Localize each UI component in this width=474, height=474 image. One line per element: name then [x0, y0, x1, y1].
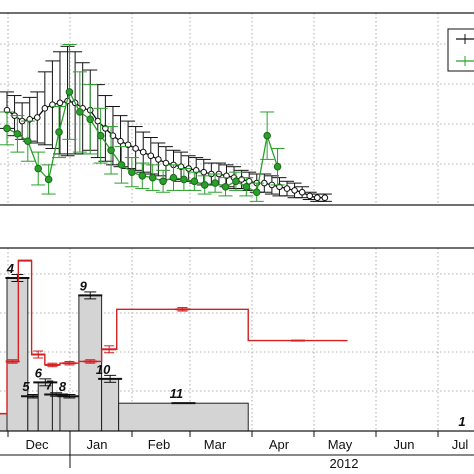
period-label-10: 10 — [96, 362, 111, 377]
bar-rect — [51, 393, 61, 432]
data-point — [56, 99, 64, 107]
period-label-5: 5 — [22, 379, 30, 394]
legend-box — [447, 28, 474, 72]
data-point — [180, 175, 188, 184]
data-point — [55, 128, 63, 136]
bar-rect — [118, 402, 249, 432]
bar-rect — [6, 277, 29, 432]
data-point — [147, 152, 155, 160]
top-panel-series — [0, 43, 332, 202]
bar-rect — [0, 413, 8, 432]
data-point — [3, 124, 11, 133]
data-point — [86, 115, 95, 124]
data-point — [263, 131, 271, 140]
data-point — [44, 175, 53, 184]
data-point — [94, 117, 102, 125]
month-label-jul: Jul — [452, 437, 469, 452]
bar-8 — [118, 402, 249, 432]
data-point — [242, 182, 251, 191]
bottom-panel-step-series — [0, 259, 348, 415]
series-1 — [0, 43, 285, 202]
data-point — [65, 88, 74, 96]
bar-0 — [0, 412, 8, 432]
data-point — [211, 179, 219, 187]
series-0 — [0, 45, 332, 202]
data-point — [33, 114, 41, 121]
time-axis: Dec Jan Feb Mar Apr May Jun Jul 2012 — [0, 431, 474, 471]
data-point — [273, 162, 282, 171]
month-label-may: May — [328, 437, 353, 452]
month-label-dec: Dec — [25, 437, 49, 452]
bar-5 — [57, 393, 82, 432]
data-point — [117, 161, 126, 169]
bottom-panel-frame — [0, 247, 474, 432]
top-panel-frame — [0, 12, 474, 206]
month-label-mar: Mar — [204, 437, 227, 452]
data-point — [221, 182, 230, 191]
data-point — [155, 156, 162, 163]
data-point — [148, 173, 157, 182]
data-point — [232, 177, 240, 186]
top-panel-grid — [0, 13, 474, 205]
period-label-6: 6 — [35, 365, 43, 380]
data-point — [298, 188, 306, 196]
period-label-7: 7 — [46, 377, 54, 392]
bar-rect — [101, 378, 120, 432]
data-point — [107, 146, 115, 155]
legend — [447, 28, 474, 72]
bar-rect — [59, 395, 80, 432]
data-point — [24, 137, 32, 145]
bar-1 — [5, 274, 30, 432]
data-point — [96, 131, 105, 140]
month-label-apr: Apr — [269, 437, 290, 452]
period-label-11: 11 — [170, 386, 184, 401]
data-point — [200, 168, 208, 176]
data-point — [283, 185, 291, 192]
year-label: 2012 — [330, 456, 359, 471]
data-point — [190, 177, 199, 186]
data-point — [321, 194, 329, 202]
data-point — [313, 194, 321, 202]
step-line — [0, 259, 348, 415]
period-label-1: 1 — [458, 414, 465, 429]
period-label-9: 9 — [80, 278, 88, 293]
data-point — [169, 173, 178, 182]
data-point — [291, 187, 298, 194]
data-point — [41, 105, 49, 112]
data-point — [139, 148, 147, 156]
data-point — [76, 108, 84, 116]
data-point — [128, 168, 136, 176]
period-label-8: 8 — [59, 379, 67, 394]
data-point — [34, 164, 43, 173]
data-point — [13, 130, 22, 138]
data-point — [117, 137, 124, 145]
period-label-4: 4 — [6, 261, 15, 276]
bottom-panel-bars — [0, 274, 249, 432]
month-label-jun: Jun — [394, 437, 415, 452]
data-point — [132, 145, 139, 152]
data-point — [159, 177, 167, 186]
data-point — [200, 181, 209, 189]
month-label-feb: Feb — [148, 437, 170, 452]
data-point — [252, 188, 261, 197]
data-point — [138, 172, 147, 180]
bar-rect — [27, 395, 39, 432]
data-point — [306, 192, 314, 200]
month-label-jan: Jan — [87, 437, 108, 452]
